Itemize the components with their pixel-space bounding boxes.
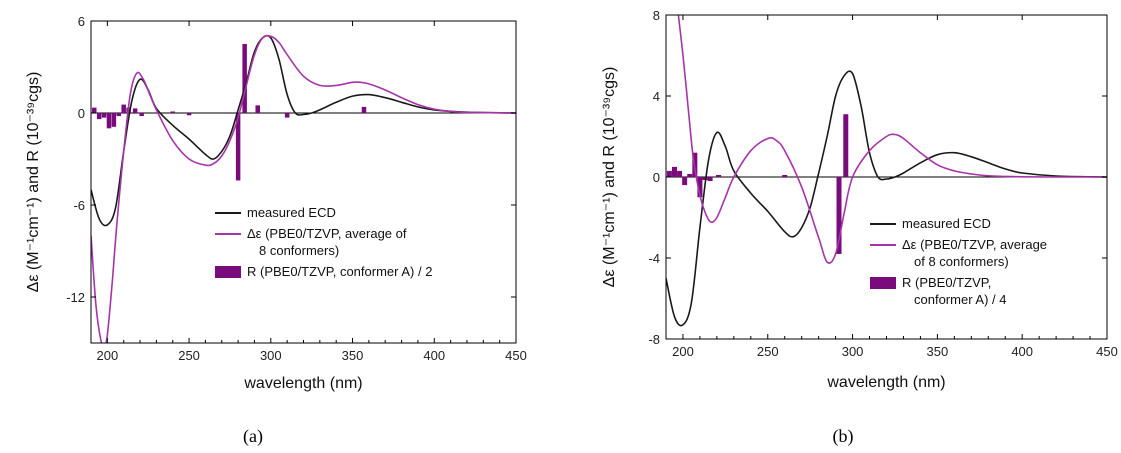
rotatory-bar [132,108,138,113]
legend: measured ECD Δε (PBE0/TZVP, average of 8 c… [870,216,1047,307]
legend-entry-cont: 8 conformers) [259,243,339,258]
rotatory-bar [843,114,849,177]
rotatory-bar [255,105,260,113]
legend-swatch-bar [215,266,241,278]
rotatory-bars [666,114,849,254]
rotatory-bar [836,177,842,254]
x-axis-label: wavelength (nm) [243,375,362,392]
rotatory-bar [139,113,144,117]
rotatory-bar [697,177,703,198]
x-tick-label: 350 [342,348,364,363]
rotatory-bar [671,166,677,177]
y-axis-label: Δε (M⁻¹cm⁻¹) and R (10⁻³⁹cgs) [25,72,42,293]
plot-frame [90,20,517,344]
legend-swatch-bar [870,277,896,289]
x-axis-label: wavelength (nm) [826,374,945,391]
rotatory-bar [121,104,126,113]
legend-entry: Δε (PBE0/TZVP, average of [247,226,407,241]
rotatory-bar [361,106,367,113]
y-tick-label: -6 [73,198,85,213]
legend-entry: measured ECD [247,205,336,220]
legend-entry: R (PBE0/TZVP, [902,275,991,290]
curves [666,15,1107,327]
chart-panel-b: 200 250 300 350 400 450 8 4 0 -4 -8 wavelength (nm)… [601,8,1118,447]
x-tick-label: 300 [260,348,282,363]
y-tick-label: -8 [648,332,660,347]
x-tick-label: 250 [757,344,779,359]
curves [91,34,516,343]
measured-ecd-line [91,34,516,227]
legend-entry-cont: of 8 conformers) [914,254,1009,269]
rotatory-bar [242,44,247,113]
y-tick-label: 6 [78,14,85,29]
legend: measured ECD Δε (PBE0/TZVP, average of 8 c… [215,205,432,279]
rotatory-bar [687,173,693,177]
rotatory-bar [682,177,688,186]
y-tick-label: 8 [653,8,660,23]
rotatory-bar [702,177,708,181]
x-tick-label: 400 [423,348,445,363]
rotatory-bar [92,107,97,113]
rotatory-bar [284,113,290,118]
rotatory-bars [92,44,367,181]
rotatory-bar [716,174,722,177]
x-tick-label: 200 [672,344,694,359]
x-tick-label: 450 [1096,344,1118,359]
x-tick-label: 450 [505,348,527,363]
rotatory-bar [116,113,122,117]
calculated-ecd-line [91,34,516,343]
legend-entry: measured ECD [902,216,991,231]
measured-ecd-line [666,70,1107,327]
chart-panel-a: 200 250 300 350 400 450 6 0 -6 -12 wavelength (nm)… [25,14,527,447]
x-tick-label: 350 [927,344,949,359]
x-tick-label: 200 [96,348,118,363]
rotatory-bar [666,170,672,177]
rotatory-bar [96,113,102,120]
rotatory-bar [111,113,117,127]
panel-label: (b) [833,426,854,447]
y-tick-label: -12 [66,290,85,305]
rotatory-bar [101,113,107,118]
x-tick-label: 300 [842,344,864,359]
rotatory-bar [235,113,241,181]
panel-label: (a) [243,426,263,447]
rotatory-bar [106,113,112,129]
rotatory-bar [677,170,683,177]
y-tick-label: 0 [78,106,85,121]
rotatory-bar [707,177,713,182]
y-tick-label: 0 [653,170,660,185]
rotatory-bar [782,174,788,177]
y-tick-label: -4 [648,251,660,266]
y-axis-label: Δε (M⁻¹cm⁻¹) and R (10⁻³⁹cgs) [601,67,618,288]
x-tick-label: 400 [1011,344,1033,359]
rotatory-bar [170,111,175,113]
legend-entry-cont: conformer A) / 4 [914,292,1006,307]
y-tick-label: 4 [653,89,660,104]
calculated-ecd-line [677,15,1107,264]
legend-entry: Δε (PBE0/TZVP, average [902,237,1047,252]
x-tick-label: 250 [178,348,200,363]
legend-entry: R (PBE0/TZVP, conformer A) / 2 [247,264,432,279]
rotatory-bar [186,113,192,116]
